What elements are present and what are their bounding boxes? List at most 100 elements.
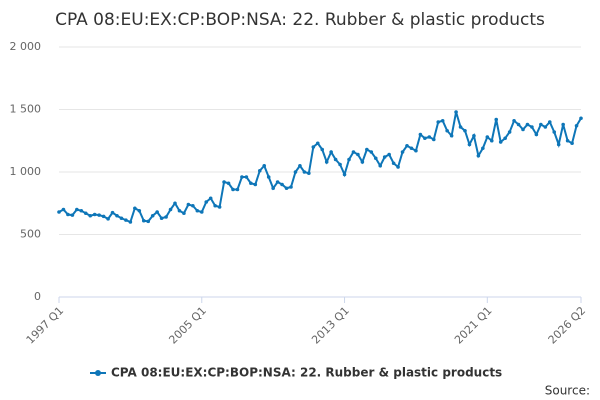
point <box>387 152 391 157</box>
point <box>57 210 61 214</box>
point <box>338 162 342 167</box>
point <box>556 142 561 147</box>
point <box>440 118 445 123</box>
point <box>373 156 378 161</box>
point <box>101 214 106 219</box>
point <box>155 210 159 214</box>
point <box>320 147 325 152</box>
point <box>525 122 530 127</box>
x-tick-label: 2021 Q1 <box>452 304 495 347</box>
point <box>543 125 548 129</box>
point <box>409 146 414 151</box>
point <box>97 213 101 217</box>
point <box>293 170 298 174</box>
point <box>530 125 534 129</box>
legend-marker <box>95 370 101 376</box>
legend-label: CPA 08:EU:EX:CP:BOP:NSA: 22. Rubber & pl… <box>111 366 502 380</box>
point <box>271 186 275 191</box>
point <box>579 116 583 121</box>
point <box>382 155 387 159</box>
point <box>423 136 427 141</box>
point <box>489 138 494 143</box>
point <box>400 150 405 154</box>
point <box>115 213 119 218</box>
point <box>561 122 565 127</box>
x-tick-label: 2005 Q1 <box>166 304 209 347</box>
point <box>458 125 463 129</box>
point <box>507 130 512 134</box>
line <box>58 111 582 224</box>
point <box>208 196 213 201</box>
point <box>481 146 485 151</box>
point <box>235 187 240 192</box>
point <box>329 150 333 154</box>
point <box>418 132 423 137</box>
point <box>365 147 369 152</box>
point <box>311 145 316 149</box>
point <box>369 150 374 154</box>
point <box>106 217 110 221</box>
point <box>356 152 360 157</box>
point <box>275 180 280 184</box>
point <box>168 207 173 212</box>
point <box>454 110 458 114</box>
point <box>302 170 307 174</box>
point <box>427 135 432 139</box>
point <box>494 117 499 122</box>
point <box>257 168 262 173</box>
point <box>88 213 93 218</box>
point <box>79 208 84 213</box>
point <box>347 157 351 162</box>
point <box>75 207 79 212</box>
point <box>262 163 267 168</box>
point <box>503 136 507 141</box>
point <box>405 143 409 148</box>
point <box>61 207 66 212</box>
point <box>231 187 235 192</box>
point <box>565 138 570 143</box>
point <box>119 216 124 221</box>
point <box>182 211 186 216</box>
chart-title: CPA 08:EU:EX:CP:BOP:NSA: 22. Rubber & pl… <box>55 10 545 30</box>
point <box>391 161 396 166</box>
point <box>449 133 454 138</box>
point <box>463 128 467 133</box>
point <box>173 201 177 206</box>
point <box>213 203 217 208</box>
point <box>240 175 244 179</box>
point <box>164 215 168 219</box>
y-tick-label: 1 500 <box>10 103 42 116</box>
point <box>333 157 338 162</box>
point <box>146 219 151 224</box>
y-tick-label: 2 000 <box>10 40 42 53</box>
point <box>186 202 191 207</box>
point <box>266 175 271 179</box>
point <box>485 135 490 139</box>
point <box>521 127 525 132</box>
point <box>284 186 289 191</box>
point <box>141 218 146 223</box>
point <box>195 208 200 213</box>
point <box>249 181 253 186</box>
point <box>150 213 155 218</box>
point <box>298 163 302 168</box>
point <box>539 122 543 127</box>
point <box>574 123 579 128</box>
y-tick-label: 500 <box>20 228 41 241</box>
point <box>124 218 128 222</box>
point <box>128 220 133 224</box>
point <box>378 163 383 168</box>
point <box>467 142 472 147</box>
point <box>436 120 441 124</box>
point <box>222 180 226 184</box>
point <box>342 172 347 177</box>
point <box>159 216 164 221</box>
point <box>512 118 516 123</box>
x-tick-label: 2026 Q2 <box>546 304 589 347</box>
x-tick-label: 2013 Q1 <box>309 304 352 347</box>
point <box>516 122 521 127</box>
y-tick-label: 0 <box>34 290 41 303</box>
point <box>110 210 115 215</box>
point <box>360 160 365 164</box>
y-tick-label: 1 000 <box>10 165 42 178</box>
